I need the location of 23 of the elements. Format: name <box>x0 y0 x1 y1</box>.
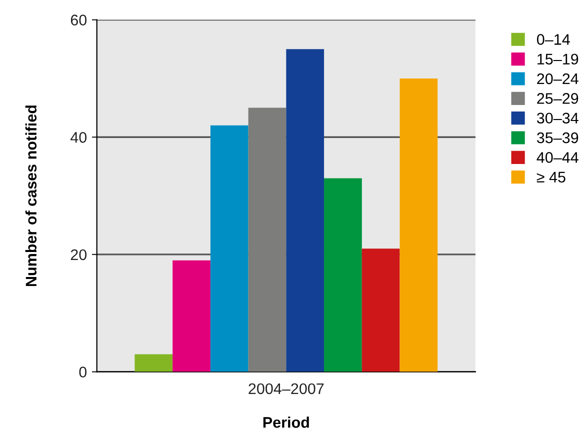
y-axis-title: Number of cases notified <box>25 106 37 286</box>
legend-label: 25–29 <box>537 93 578 104</box>
y-tick-label: 40 <box>70 132 87 143</box>
legend-label: 0–14 <box>536 34 570 45</box>
x-tick-label: 2004–2007 <box>248 383 324 394</box>
bar <box>210 125 248 372</box>
bar <box>400 78 438 372</box>
y-tick-label: 20 <box>70 249 87 260</box>
legend-label: ≥ 45 <box>536 172 566 183</box>
x-axis-title: Period <box>263 416 309 428</box>
legend-label: 20–24 <box>537 73 578 84</box>
legend-label: 30–34 <box>536 112 578 124</box>
bar <box>324 178 362 372</box>
y-tick-label: 60 <box>70 14 87 26</box>
legend-label: 40–44 <box>536 152 578 163</box>
bar <box>286 49 324 372</box>
bar <box>362 248 400 372</box>
bar <box>172 260 210 372</box>
legend-label: 15–19 <box>538 54 578 65</box>
legend-label: 35–39 <box>536 132 578 144</box>
bar <box>248 108 286 372</box>
bar <box>134 354 173 372</box>
y-tick-label: 0 <box>79 366 87 378</box>
